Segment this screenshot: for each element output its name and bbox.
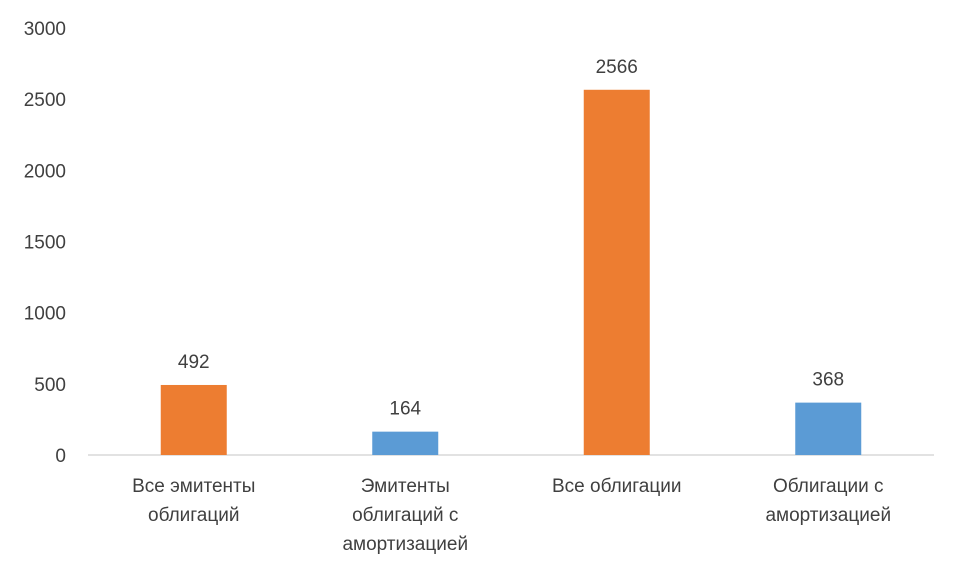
y-tick-label: 2500 bbox=[24, 90, 66, 111]
category-label: Эмитенты облигаций с амортизацией bbox=[342, 476, 468, 555]
category-labels: Все эмитенты облигаций Эмитенты облигаций с… bbox=[132, 476, 891, 555]
category-label: Все эмитенты облигаций bbox=[132, 476, 255, 526]
category-label: Все облигации bbox=[552, 476, 682, 497]
y-tick-label: 1000 bbox=[24, 304, 66, 325]
category-label-line: амортизацией bbox=[342, 534, 468, 555]
category-label-line: облигаций с bbox=[352, 505, 458, 526]
data-labels: 492 164 2566 368 bbox=[178, 57, 844, 420]
data-label: 492 bbox=[178, 352, 210, 373]
y-tick-label: 500 bbox=[34, 375, 66, 396]
category-label: Облигации с амортизацией bbox=[765, 476, 891, 526]
category-label-line: амортизацией bbox=[765, 505, 891, 526]
bar bbox=[583, 89, 650, 455]
data-label: 164 bbox=[389, 399, 421, 420]
bars bbox=[160, 89, 862, 455]
y-tick-label: 2000 bbox=[24, 161, 66, 182]
y-tick-label: 3000 bbox=[24, 19, 66, 40]
category-label-line: Все облигации bbox=[552, 476, 682, 497]
y-axis-tick-labels: 0 500 1000 1500 2000 2500 3000 bbox=[24, 19, 66, 467]
category-label-line: Все эмитенты bbox=[132, 476, 255, 497]
data-label: 2566 bbox=[596, 57, 638, 78]
y-tick-label: 1500 bbox=[24, 233, 66, 254]
y-tick-label: 0 bbox=[55, 446, 66, 467]
bar bbox=[160, 384, 227, 455]
category-label-line: Облигации с bbox=[773, 476, 883, 497]
data-label: 368 bbox=[812, 370, 844, 391]
category-label-line: Эмитенты bbox=[361, 476, 450, 497]
bar bbox=[795, 402, 862, 455]
bar bbox=[372, 431, 439, 455]
category-label-line: облигаций bbox=[148, 505, 239, 526]
